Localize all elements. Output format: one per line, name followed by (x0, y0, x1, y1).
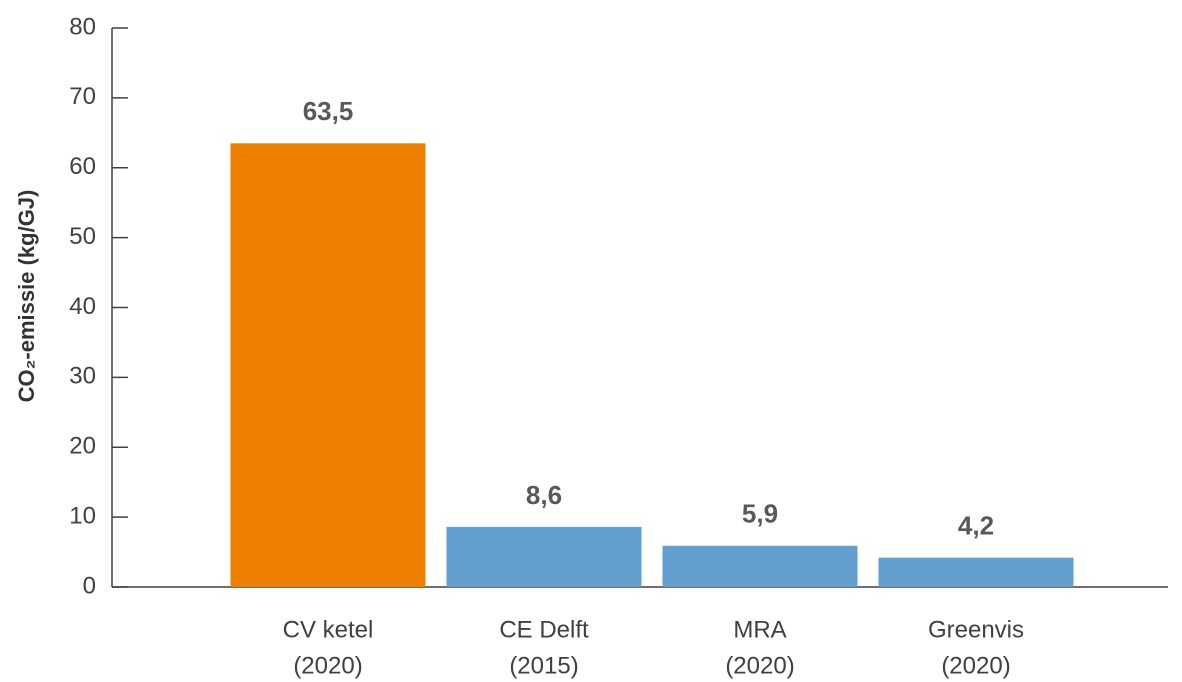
x-tick-label: Greenvis (928, 616, 1024, 643)
x-tick-label: CE Delft (499, 616, 589, 643)
y-tick-label: 60 (69, 153, 96, 180)
y-tick-label: 50 (69, 223, 96, 250)
y-tick-label: 70 (69, 83, 96, 110)
y-tick-label: 0 (83, 572, 96, 599)
x-tick-label: CV ketel (283, 616, 374, 643)
x-tick-label: (2015) (509, 652, 578, 679)
y-axis-title: CO₂-emissie (kg/GJ) (14, 190, 39, 403)
value-label: 4,2 (958, 511, 994, 541)
value-label: 8,6 (526, 480, 562, 510)
x-tick-label: (2020) (725, 652, 794, 679)
y-tick-label: 20 (69, 433, 96, 460)
x-tick-label: MRA (733, 616, 786, 643)
bar (446, 526, 642, 587)
bar (878, 557, 1074, 587)
value-label: 5,9 (742, 499, 778, 529)
y-tick-label: 10 (69, 502, 96, 529)
x-tick-label: (2020) (293, 652, 362, 679)
y-tick-label: 80 (69, 13, 96, 40)
x-tick-label: (2020) (941, 652, 1010, 679)
bar (230, 143, 426, 587)
y-tick-label: 30 (69, 363, 96, 390)
value-label: 63,5 (303, 96, 354, 126)
bar (662, 545, 858, 587)
y-tick-label: 40 (69, 293, 96, 320)
